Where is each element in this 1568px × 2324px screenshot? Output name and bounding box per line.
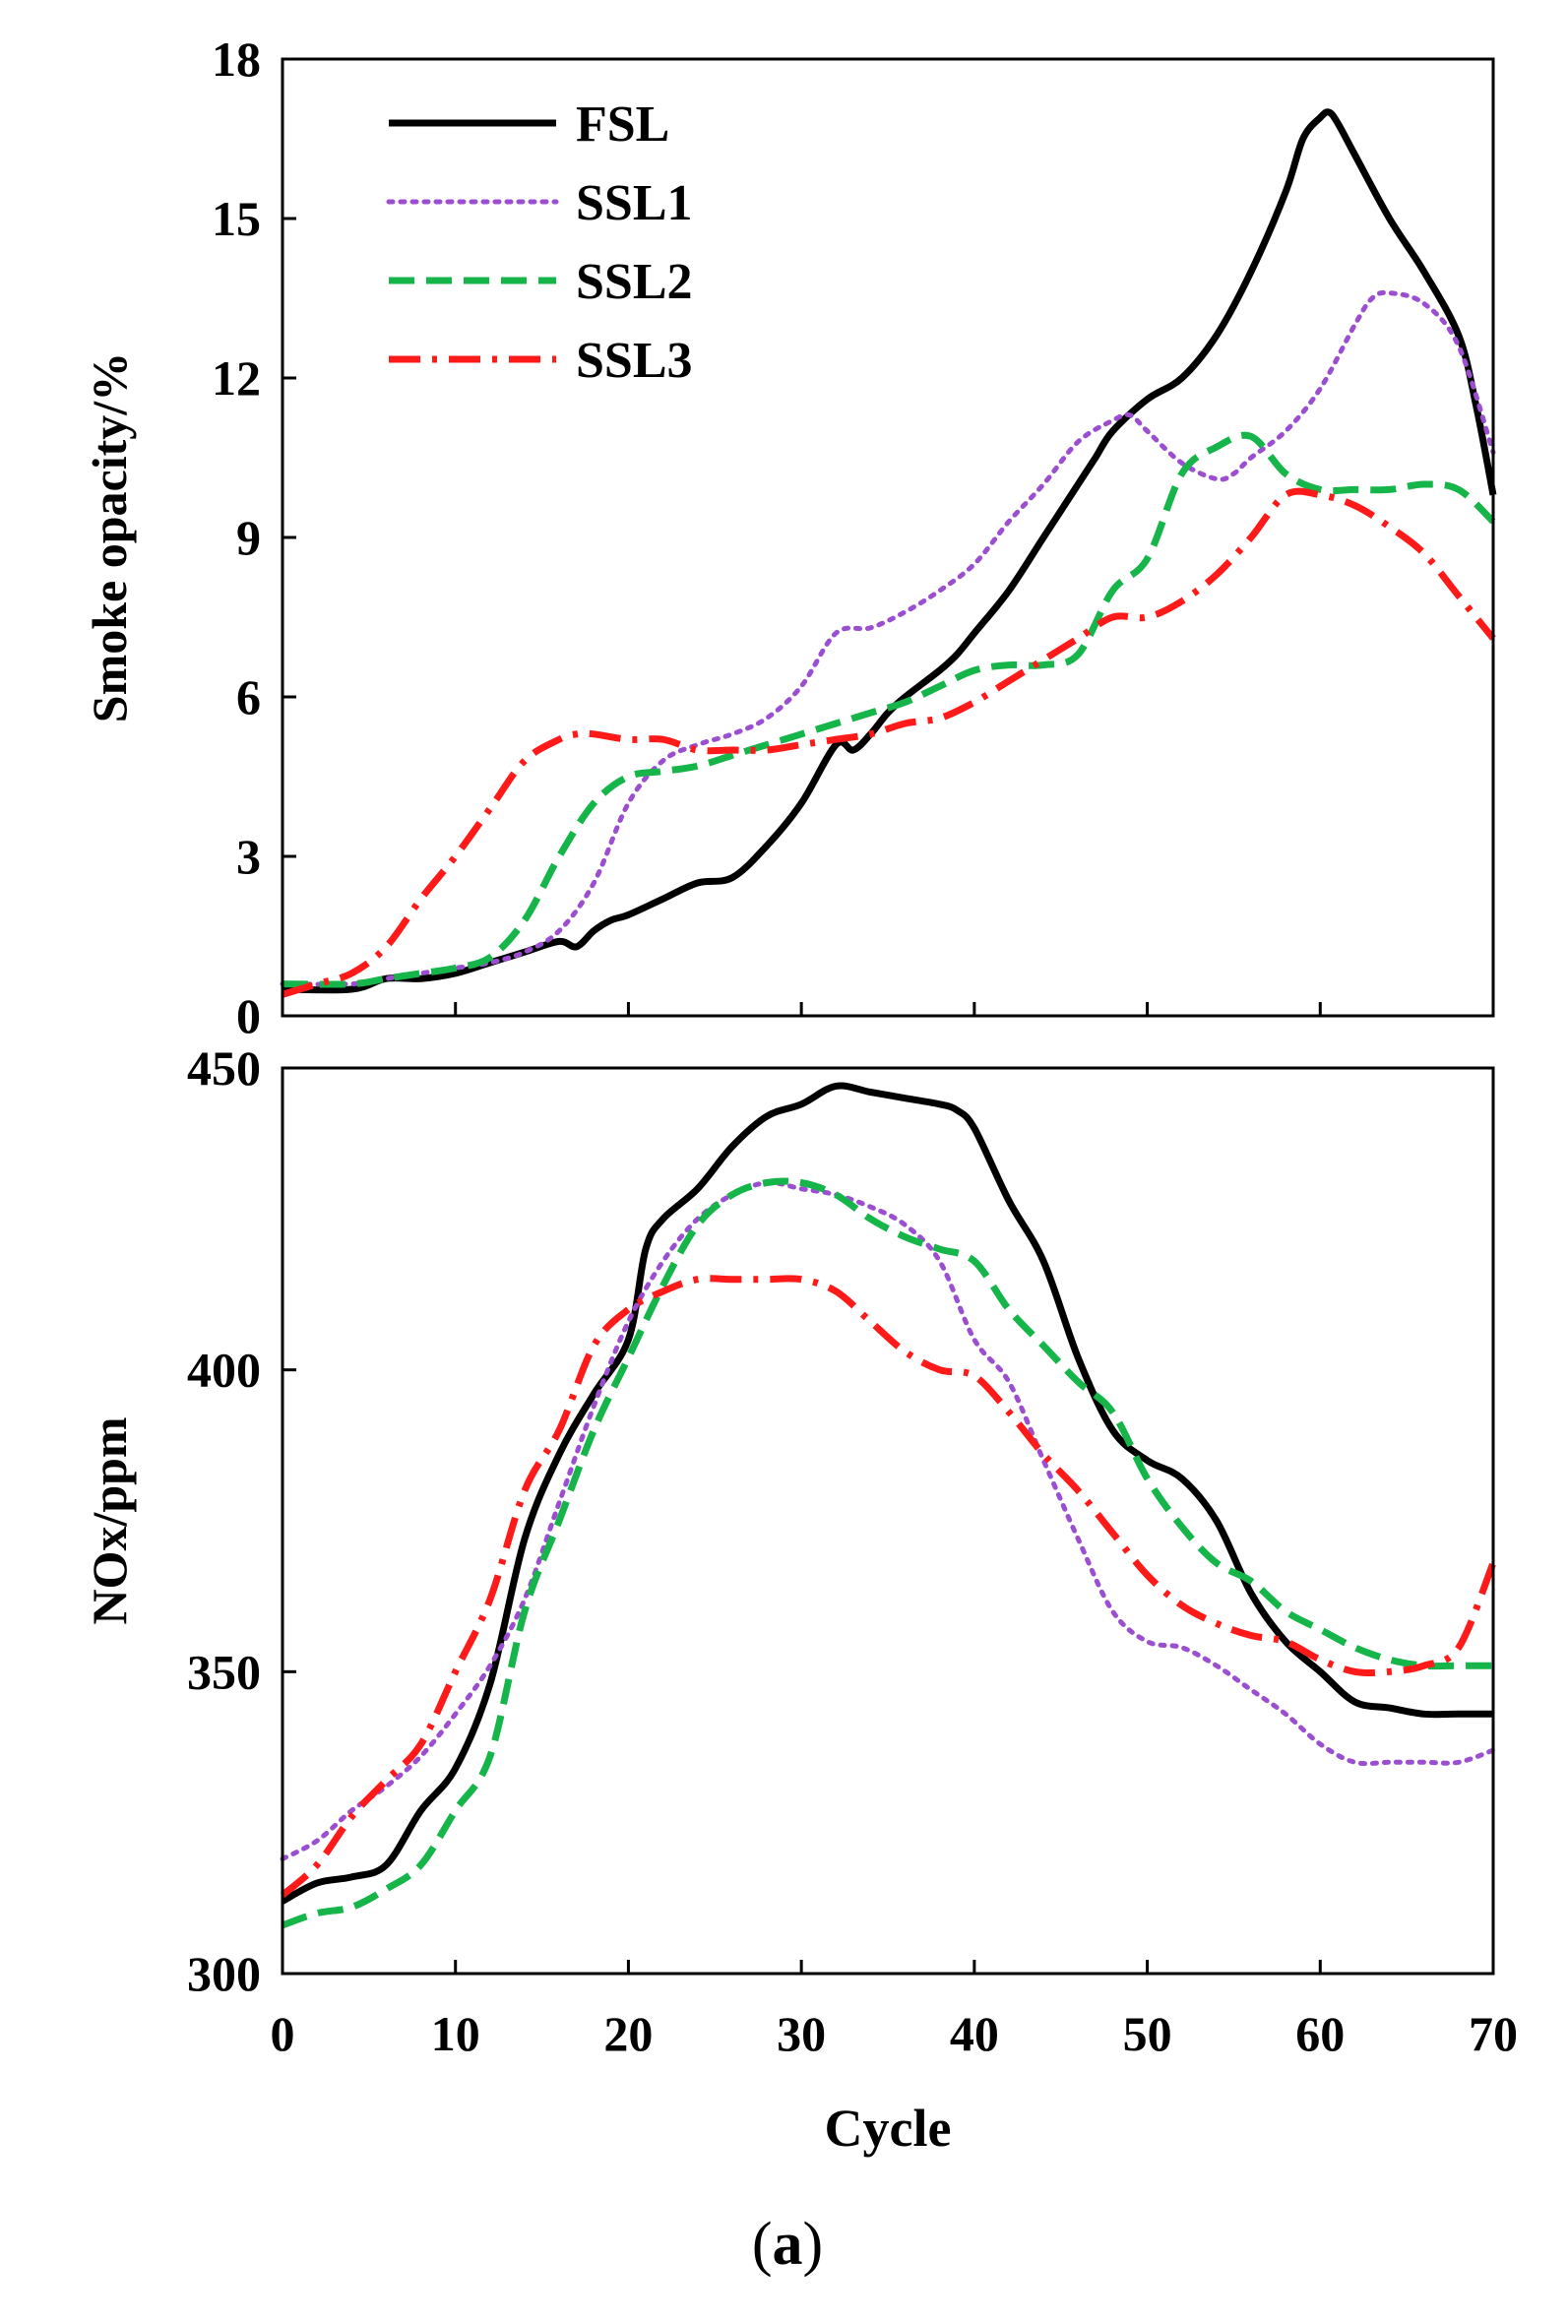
caption-open-paren: ( (752, 2211, 773, 2278)
nox-series-ssl2-line (281, 1177, 1493, 1929)
nox-plot-frame (281, 1066, 1495, 1976)
nox-y-tick-label: 300 (187, 1946, 261, 2001)
smoke-opacity-y-ticks: 0 3 6 9 12 15 18 (212, 31, 1495, 1043)
nox-series-ssl1-line (280, 1179, 1496, 1861)
nox-x-tick-label: 50 (1123, 2006, 1172, 2061)
nox-x-tick-label: 40 (950, 2006, 999, 2061)
legend-label-ssl1: SSL1 (576, 175, 693, 231)
smoke-opacity-y-tick-label: 12 (212, 350, 261, 406)
smoke-opacity-y-tick-label: 15 (212, 191, 261, 246)
nox-y-tick-label: 350 (187, 1644, 261, 1699)
smoke-opacity-series-ssl2-line (282, 431, 1496, 988)
smoke-opacity-y-tick-label: 9 (236, 510, 261, 565)
nox-x-tick-label: 10 (431, 2006, 480, 2061)
smoke-opacity-series-fsl-line (282, 108, 1497, 994)
nox-x-tick-label: 20 (603, 2006, 653, 2061)
smoke-opacity-y-tick-label: 6 (236, 669, 261, 724)
smoke-opacity-series-ssl3-line (281, 487, 1496, 998)
smoke-opacity-series-group (280, 108, 1497, 998)
smoke-opacity-y-axis-label: Smoke opacity/% (82, 352, 137, 722)
nox-series-group (280, 1082, 1497, 1929)
smoke-opacity-chart: 0 3 6 9 12 15 18 Smoke opacity/% FSL SSL1 SSL2 SS… (82, 31, 1497, 1043)
nox-x-ticks: 0 10 20 30 40 50 60 70 (271, 1960, 1518, 2061)
nox-chart: 300 350 400 450 0 10 20 30 40 50 60 70 NOx/ppm Cyc… (82, 1040, 1518, 2158)
nox-x-tick-label: 0 (271, 2006, 295, 2061)
smoke-opacity-y-tick-label: 3 (236, 829, 261, 884)
nox-x-tick-label: 60 (1295, 2006, 1345, 2061)
nox-x-axis-label: Cycle (825, 2099, 952, 2158)
legend: FSL SSL1 SSL2 SSL3 (386, 96, 693, 389)
smoke-opacity-y-tick-label: 18 (212, 31, 261, 87)
nox-series-fsl-line (281, 1082, 1493, 1905)
nox-y-tick-label: 450 (187, 1040, 261, 1096)
nox-x-tick-label: 30 (777, 2006, 826, 2061)
figure-caption: (a) (752, 2211, 823, 2278)
legend-label-ssl3: SSL3 (576, 333, 693, 389)
caption-close-paren: ) (803, 2211, 824, 2278)
nox-y-axis-label: NOx/ppm (82, 1416, 137, 1624)
nox-y-ticks: 300 350 400 450 (187, 1040, 296, 2001)
smoke-opacity-y-tick-label: 0 (236, 988, 261, 1043)
nox-y-tick-label: 400 (187, 1343, 261, 1398)
legend-label-fsl: FSL (576, 96, 669, 153)
legend-label-ssl2: SSL2 (576, 254, 693, 310)
caption-letter: a (773, 2211, 803, 2278)
smoke-opacity-series-ssl1-line (280, 289, 1496, 987)
nox-x-tick-label: 70 (1469, 2006, 1518, 2061)
